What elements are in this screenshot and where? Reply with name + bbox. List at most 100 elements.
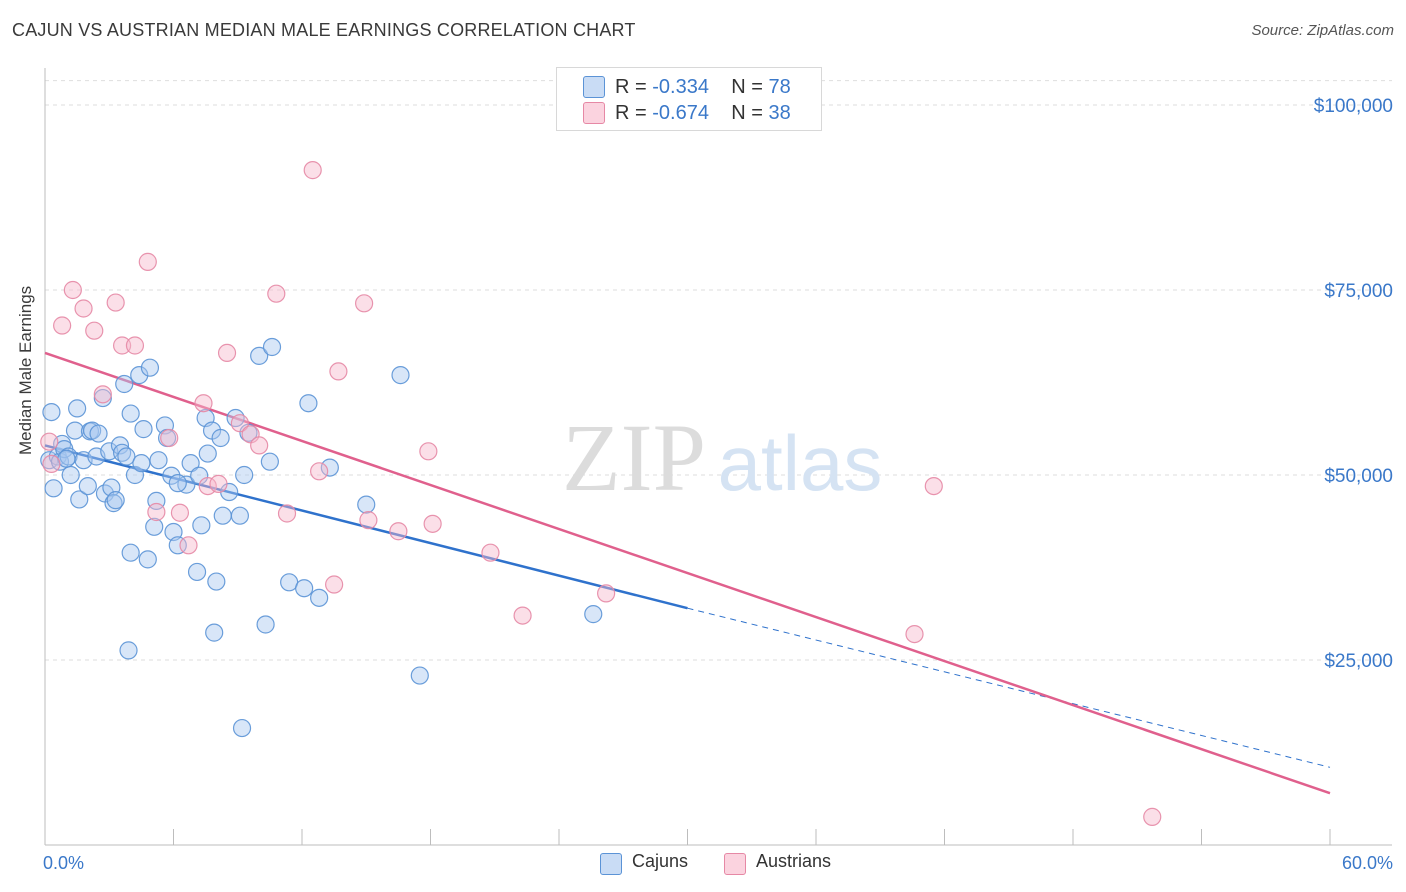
cajun-point	[78, 477, 97, 496]
chart-title: CAJUN VS AUSTRIAN MEDIAN MALE EARNINGS C…	[12, 20, 636, 40]
cajun-point	[125, 465, 145, 485]
r-label: R =	[615, 76, 647, 98]
austrians-legend-label: Austrians	[756, 851, 832, 871]
austrian-point	[209, 474, 228, 493]
cajun-point	[250, 346, 269, 365]
austrian-point	[924, 477, 943, 496]
x-tick-labels: 0.0% 60.0%	[43, 853, 1393, 873]
austrians-legend-swatch	[724, 853, 746, 875]
cajun-point	[213, 506, 232, 525]
cajun-point	[110, 436, 130, 455]
austrian-point	[138, 252, 157, 271]
n-label: N =	[731, 102, 763, 124]
austrian-point	[389, 522, 408, 541]
austrian-point	[85, 321, 104, 340]
cajun-point	[61, 465, 80, 485]
n-value-cajuns: 78	[768, 76, 791, 98]
austrian-point	[63, 280, 82, 300]
cajun-point	[198, 444, 217, 463]
cajun-point	[140, 358, 160, 377]
y-tick-label: $50,000	[1324, 466, 1393, 487]
zipatlas-watermark: ZIP atlas	[562, 404, 882, 511]
cajun-point	[89, 424, 108, 443]
cajun-point	[205, 623, 224, 642]
cajun-point	[42, 403, 61, 422]
cajun-point	[44, 479, 63, 498]
austrian-point	[250, 436, 269, 455]
austrian-point	[230, 414, 249, 433]
austrian-point	[42, 454, 61, 473]
austrians-swatch	[583, 102, 605, 124]
austrian-point	[310, 462, 329, 481]
x-tick-label-max: 60.0%	[1342, 853, 1393, 873]
legend-stats-austrians: R = -0.674 N = 38	[615, 102, 791, 125]
austrian-point	[53, 316, 72, 335]
cajuns-legend-swatch	[600, 853, 622, 875]
cajun-point	[357, 495, 376, 514]
austrian-point	[217, 343, 237, 362]
austrian-point	[355, 294, 374, 313]
austrian-point	[303, 161, 322, 180]
cajun-point	[187, 562, 207, 582]
austrian-point	[329, 362, 348, 381]
cajun-point	[119, 641, 138, 660]
cajun-point	[211, 428, 230, 448]
cajun-point	[168, 474, 187, 493]
correlation-legend: R = -0.334 N = 78 R = -0.674 N = 38	[556, 67, 822, 131]
y-axis-label: Median Male Earnings	[16, 285, 35, 455]
austrian-point	[419, 442, 438, 461]
y-tick-labels: $25,000 $50,000 $75,000 $100,000	[1314, 96, 1393, 672]
austrian-point	[597, 584, 616, 603]
cajun-point	[149, 451, 168, 470]
watermark-zip: ZIP	[562, 404, 706, 511]
cajun-point	[232, 718, 252, 738]
watermark-atlas: atlas	[718, 419, 883, 507]
cajun-point	[391, 366, 410, 385]
y-tick-label: $75,000	[1324, 281, 1393, 302]
x-tick-label-min: 0.0%	[43, 853, 84, 873]
legend-stats-cajuns: R = -0.334 N = 78	[615, 76, 791, 99]
data-points	[40, 161, 1162, 826]
austrian-point	[267, 284, 286, 303]
austrian-point	[179, 536, 198, 555]
cajun-point	[70, 490, 89, 509]
austrian-point	[481, 543, 500, 562]
cajun-point	[106, 491, 125, 510]
source-label: Source: ZipAtlas.com	[1251, 22, 1394, 39]
cajun-point	[310, 588, 329, 607]
austrian-point	[160, 428, 179, 448]
r-value-austrians: -0.674	[652, 102, 709, 124]
austrian-point	[277, 504, 297, 523]
cajun-point	[117, 447, 136, 466]
cajun-point	[235, 465, 254, 485]
cajun-point	[320, 458, 339, 477]
austrian-point	[74, 299, 93, 318]
n-label: N =	[731, 76, 763, 98]
cajun-point	[168, 536, 187, 555]
gridlines	[45, 80, 1392, 661]
cajun-point	[145, 517, 164, 536]
cajun-point	[130, 366, 149, 385]
cajun-point	[584, 605, 603, 624]
n-value-austrians: 38	[768, 102, 791, 124]
y-tick-label: $100,000	[1314, 96, 1393, 117]
cajuns-trend-line	[44, 444, 688, 610]
r-label: R =	[615, 102, 647, 124]
austrian-point	[513, 606, 532, 625]
cajun-point	[256, 615, 275, 634]
austrian-point	[147, 502, 166, 522]
austrian-point	[93, 385, 112, 404]
austrian-point	[170, 503, 190, 522]
cajun-point	[260, 452, 279, 471]
austrians-trend-line	[44, 351, 1331, 795]
cajuns-swatch	[583, 76, 605, 98]
axes	[44, 68, 1392, 846]
cajun-point	[181, 454, 200, 473]
austrian-point	[40, 432, 59, 451]
austrian-point	[194, 394, 213, 413]
cajun-point	[132, 454, 151, 473]
y-tick-label: $25,000	[1324, 651, 1393, 672]
austrian-point	[198, 477, 217, 496]
cajuns-legend-label: Cajuns	[632, 851, 689, 871]
